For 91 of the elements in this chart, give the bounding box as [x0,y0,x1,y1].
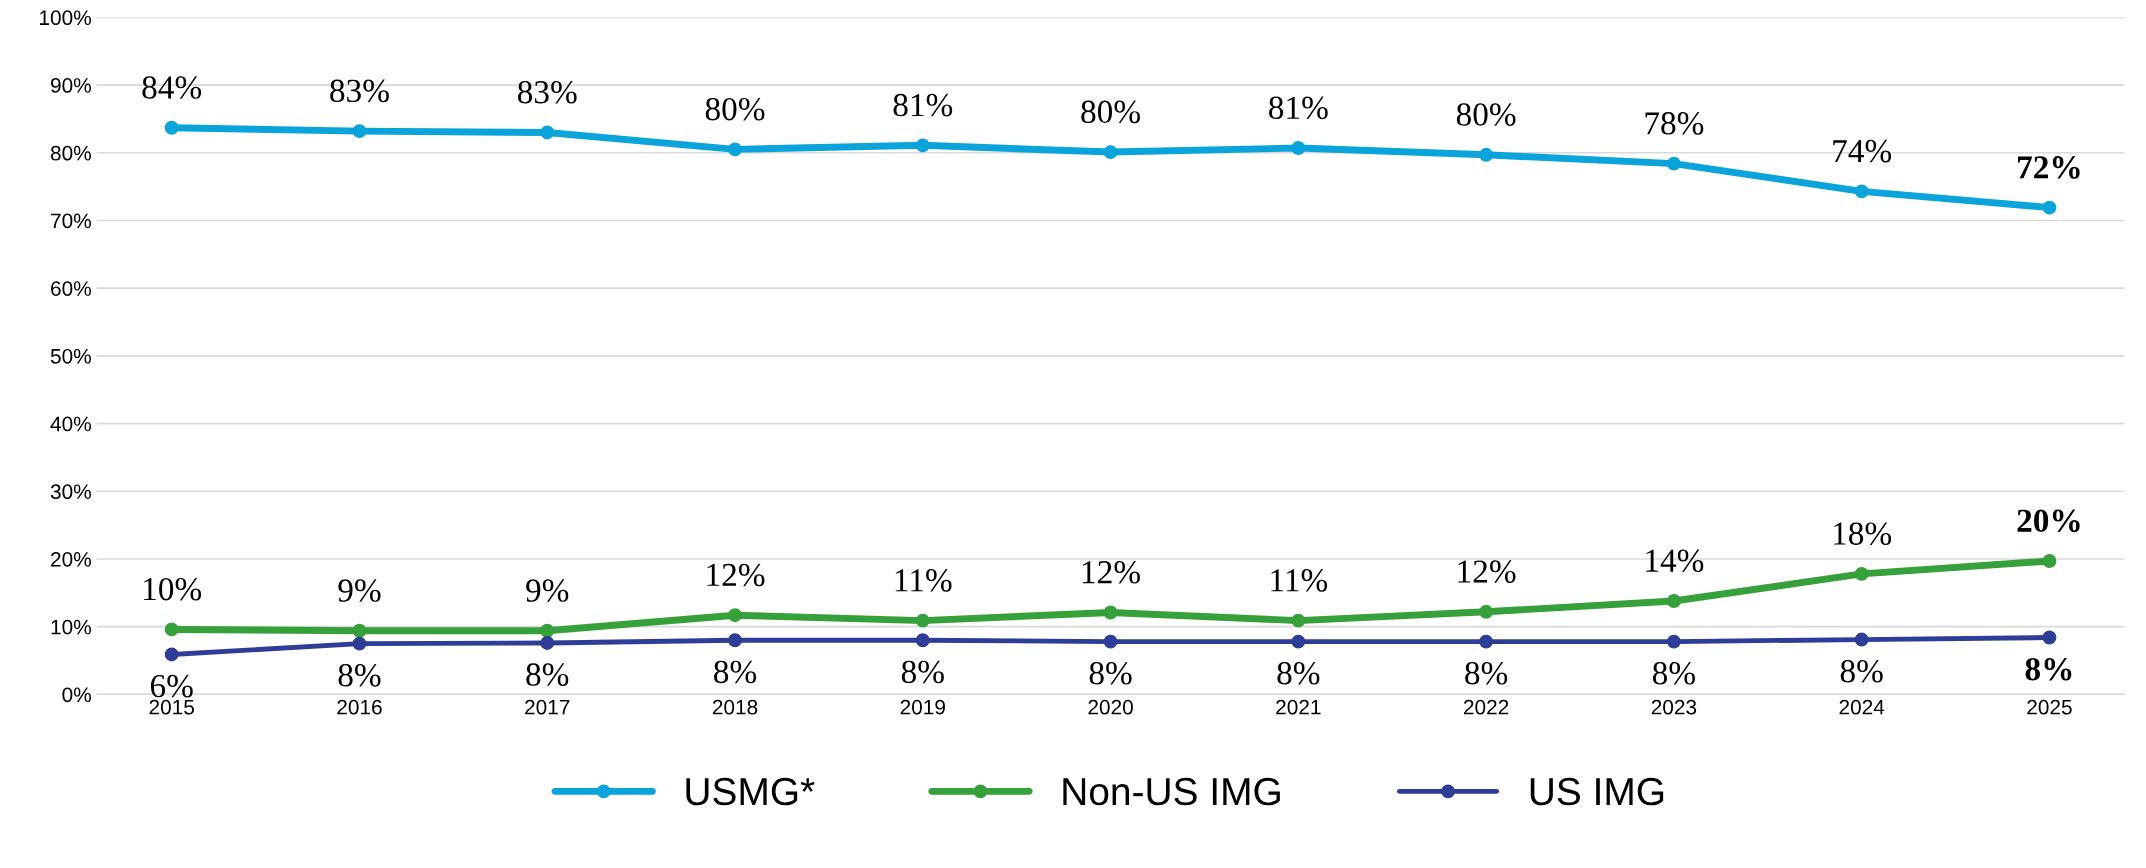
point [915,633,930,648]
point [1291,141,1306,155]
point [1291,613,1306,628]
data-label: 20% [2017,509,2080,533]
point [540,635,555,650]
x-tick-label: 2021 [1276,699,1321,715]
y-tick-label: 60% [51,281,91,296]
data-label: 8% [1840,659,1883,683]
y-tick-label: 70% [51,213,91,229]
point [164,622,179,637]
point [915,138,930,153]
point [1666,594,1681,608]
point [1479,634,1494,649]
point [1103,634,1118,649]
data-label: 9% [338,579,381,602]
x-tick-label: 2015 [149,699,194,715]
point [728,633,742,648]
data-label: 8% [526,663,569,686]
point [2042,554,2057,568]
data-label: 8% [1089,662,1132,685]
y-tick-label: 50% [50,348,91,364]
data-label: 74% [1833,139,1892,163]
point [1666,634,1681,649]
data-label: 83% [330,79,389,103]
point [1854,632,1869,647]
data-label: 9% [526,579,569,602]
data-label: 8% [1465,662,1508,685]
legend-label: Non-US IMG [1063,777,1280,806]
x-tick-label: 2018 [712,699,758,715]
data-label: 8% [901,660,944,684]
point [352,623,367,638]
data-label: 10% [144,577,202,601]
data-label: 14% [1646,549,1704,573]
data-label: 8% [2025,657,2072,681]
x-tick-label: 2023 [1651,699,1697,715]
point [728,142,742,157]
x-tick-label: 2025 [2027,699,2072,715]
data-label: 83% [517,80,577,104]
point [352,124,367,139]
point [2042,630,2057,645]
point [915,613,930,628]
point [728,608,742,623]
y-tick-label: 20% [51,551,91,567]
point [164,120,179,135]
data-label: 72% [2018,156,2080,179]
point [1854,184,1869,199]
data-label: 12% [1082,560,1140,584]
data-label: 80% [1081,100,1140,124]
data-label: 11% [895,569,952,592]
y-tick-label: 0% [62,687,91,703]
data-label: 12% [1458,560,1516,583]
point [1479,604,1494,619]
point [1666,156,1681,171]
point [164,647,179,662]
x-tick-label: 2016 [337,699,382,715]
data-label: 11% [1271,569,1328,592]
point [1103,145,1118,160]
y-tick-label: 40% [50,416,91,432]
data-label: 78% [1645,112,1704,135]
data-label: 12% [707,563,765,587]
data-label: 80% [1456,103,1516,126]
point [540,623,555,638]
point [1854,566,1869,581]
x-tick-label: 2022 [1463,699,1509,715]
point [1103,605,1118,620]
point [352,636,367,651]
data-label: 8% [1277,662,1320,685]
data-label: 8% [714,660,757,684]
y-tick-label: 10% [51,619,91,635]
data-label: 6% [150,674,193,698]
data-label: 81% [1269,96,1328,120]
point [1291,634,1306,649]
legend-label: US IMG [1530,777,1664,806]
point [1479,147,1494,162]
data-label: 18% [1834,522,1892,545]
x-tick-label: 2024 [1839,699,1885,715]
data-label: 8% [338,664,381,687]
y-tick-label: 80% [50,145,91,161]
y-tick-label: 30% [50,484,91,500]
data-label: 81% [893,93,953,117]
data-label: 8% [1652,662,1695,685]
y-tick-label: 100% [40,10,91,26]
x-tick-label: 2019 [900,699,945,715]
data-label: 84% [142,76,202,99]
y-tick-label: 90% [50,78,91,93]
point [540,125,555,140]
point [2042,200,2057,215]
x-tick-label: 2020 [1088,699,1133,715]
legend-label: USMG* [686,777,815,806]
x-tick-label: 2017 [525,699,570,715]
data-label: 80% [705,97,765,121]
